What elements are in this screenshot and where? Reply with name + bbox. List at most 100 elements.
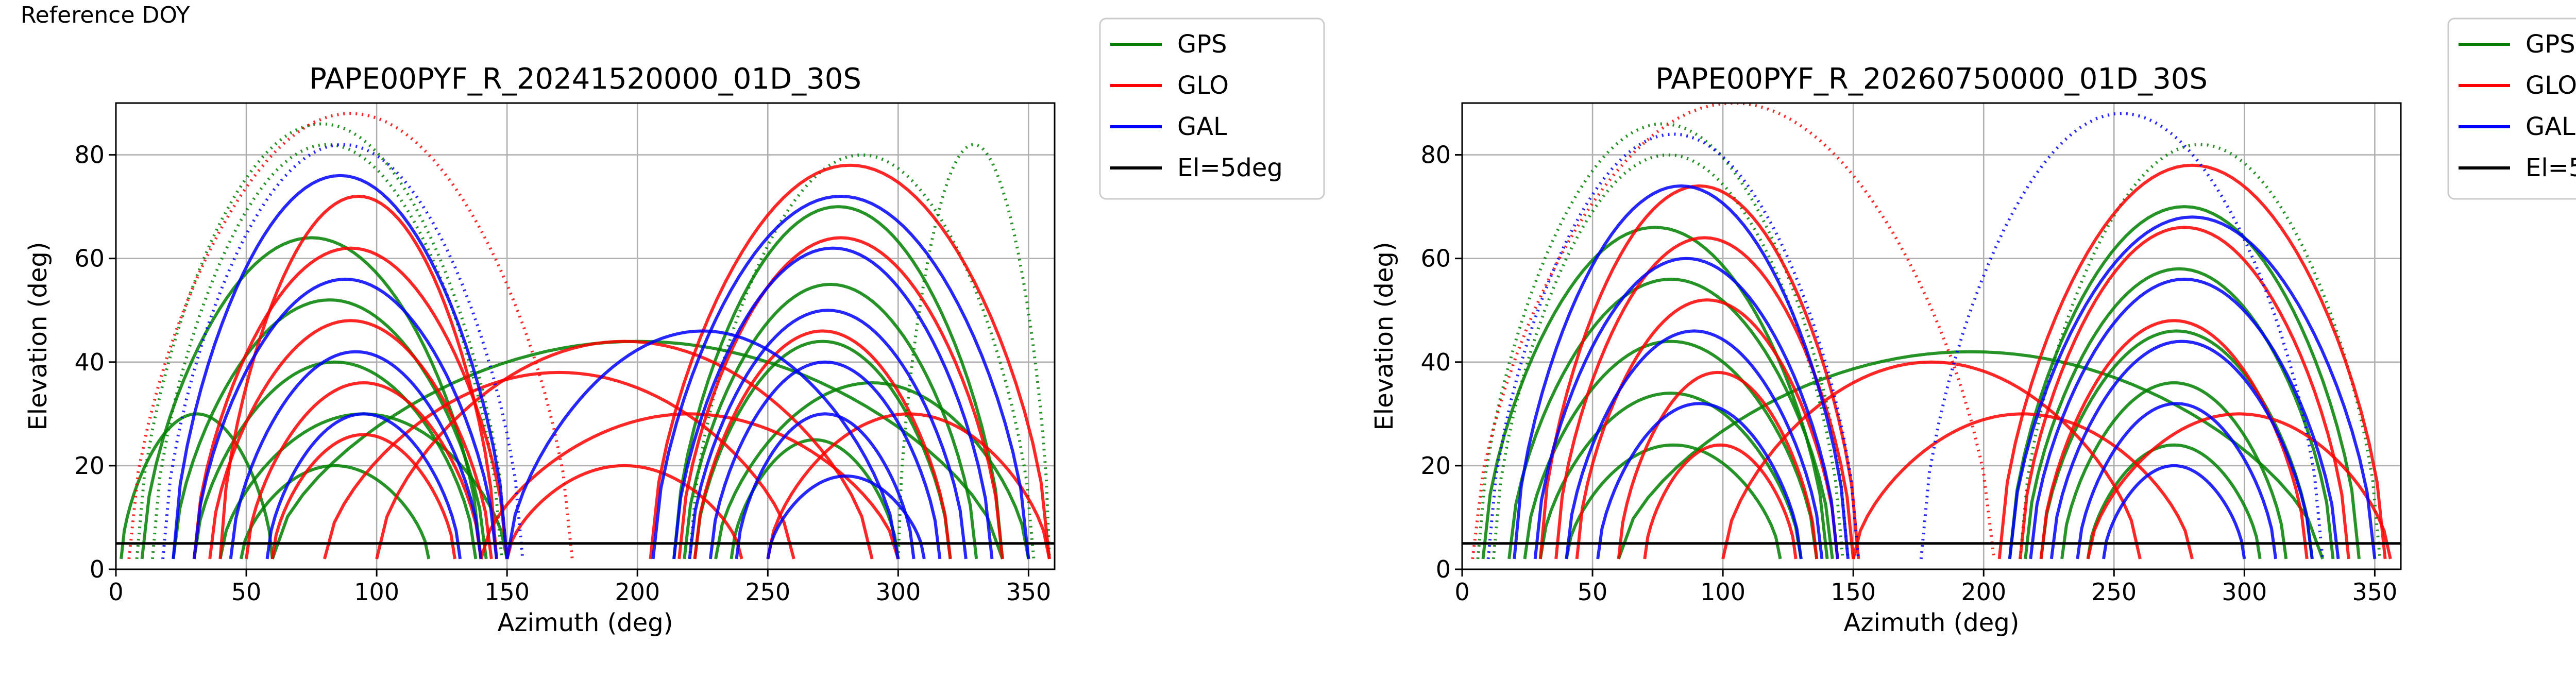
arc-gal-4 — [1565, 329, 1824, 560]
figure-caption: Reference DOY — [21, 2, 190, 28]
arc-gal-5 — [265, 412, 462, 560]
arc-glo-2 — [1538, 184, 1860, 560]
x-axis-label: Azimuth (deg) — [498, 608, 673, 637]
x-tick-label: 50 — [1578, 578, 1608, 606]
series-gal — [161, 143, 1030, 560]
arc-gal-5 — [1596, 402, 1803, 560]
arc-glo-12 — [2086, 412, 2392, 560]
x-axis-label: Azimuth (deg) — [1844, 608, 2020, 637]
arc-gps-11 — [683, 282, 978, 560]
arc-glo-7 — [1721, 360, 2142, 560]
x-tick-label: 150 — [484, 578, 530, 606]
arc-glo-5 — [1617, 370, 1819, 560]
x-tick-label: 100 — [1700, 578, 1745, 606]
y-tick-label: 60 — [74, 245, 105, 273]
arc-glo-11 — [677, 236, 1004, 560]
x-tick-label: 0 — [108, 578, 123, 606]
y-tick-label: 60 — [1420, 245, 1451, 273]
arc-gal-10 — [708, 360, 942, 560]
legend-label-glo: GLO — [2526, 71, 2576, 100]
y-axis-label: Elevation (deg) — [24, 242, 53, 430]
arc-glo-3 — [1554, 236, 1855, 560]
legend-label-el5deg: El=5deg — [1177, 154, 1283, 182]
legend-box — [1099, 18, 1325, 200]
arc-glo-6 — [270, 433, 456, 560]
chart-title: PAPE00PYF_R_20241520000_01D_30S — [309, 62, 861, 96]
y-tick-label: 40 — [1420, 348, 1451, 376]
x-tick-label: 200 — [615, 578, 660, 606]
legend: GPS GLO GAL El=5deg — [2447, 18, 2576, 200]
arc-glo-13 — [766, 412, 1051, 560]
chart-panel-2: 0 50 100 150 200 250 300 350 0 20 40 60 80 PAPE00PYF_… — [1370, 18, 2576, 637]
chart-title: PAPE00PYF_R_20260750000_01D_30S — [1655, 62, 2208, 96]
x-tick-label: 350 — [1006, 578, 1051, 606]
arc-glo-1 — [127, 112, 574, 560]
arc-gal-8 — [672, 246, 994, 560]
arc-gps-9 — [688, 153, 1036, 560]
arc-glo-12 — [693, 329, 952, 560]
y-tick-label: 0 — [1436, 555, 1451, 583]
x-tick-label: 250 — [745, 578, 790, 606]
y-tick-label: 40 — [74, 348, 105, 376]
arc-glo-9 — [505, 464, 743, 560]
arc-gal-11 — [2102, 464, 2246, 560]
arc-gal-10 — [2076, 402, 2278, 560]
chart-panel-1: 0 50 100 150 200 250 300 350 0 20 40 60 80 PAPE00PYF_… — [24, 18, 1325, 637]
arc-gal-2 — [172, 174, 509, 560]
x-tick-label: 150 — [1831, 578, 1876, 606]
arc-glo-8 — [479, 412, 900, 560]
arc-gal-9 — [2049, 340, 2314, 560]
arc-gal-12 — [766, 474, 926, 560]
y-tick-label: 80 — [1420, 141, 1451, 169]
arc-glo-6 — [1643, 443, 1798, 560]
plot-area — [1462, 103, 2401, 560]
x-tick-label: 100 — [354, 578, 399, 606]
arc-glo-5 — [245, 381, 483, 560]
arc-glo-2 — [218, 194, 498, 560]
arc-glo-3 — [192, 246, 509, 560]
legend-label-gps: GPS — [1177, 30, 1227, 59]
arc-gps-4 — [1507, 277, 1834, 560]
x-tick-label: 50 — [231, 578, 262, 606]
arc-gps-5 — [1523, 340, 1819, 560]
series-gps — [120, 122, 1051, 560]
arc-glo-9 — [1997, 163, 2387, 560]
arc-gps-9 — [2008, 205, 2361, 560]
axes-frame — [1461, 102, 2402, 570]
x-tick-label: 250 — [2091, 578, 2137, 606]
arc-gps-1 — [135, 122, 509, 560]
legend-box — [2447, 18, 2576, 200]
arc-gps-4 — [172, 298, 488, 560]
arc-gal-3 — [192, 277, 498, 560]
y-tick-label: 20 — [1420, 452, 1451, 480]
arc-gps-12 — [2060, 381, 2288, 560]
arc-gal-8 — [2029, 277, 2340, 560]
x-tick-label: 300 — [875, 578, 921, 606]
legend-label-gal: GAL — [1177, 112, 1227, 141]
x-tick-label: 300 — [2222, 578, 2267, 606]
arc-gal-4 — [229, 350, 483, 560]
arc-glo-10 — [649, 163, 1051, 560]
arc-gal-7 — [2008, 215, 2377, 560]
arc-gal-3 — [1533, 257, 1839, 560]
arc-gps-3 — [140, 236, 483, 560]
arc-gps-8 — [120, 412, 274, 560]
arc-gal-7 — [651, 194, 1030, 560]
arc-gps-13 — [2086, 443, 2262, 560]
arc-gps-7 — [1565, 443, 1782, 560]
x-tick-label: 200 — [1961, 578, 2006, 606]
arc-gps-6 — [1538, 392, 1803, 560]
arc-gal-2 — [1513, 184, 1850, 560]
arc-gal-1 — [1486, 132, 1860, 560]
arc-gps-13 — [714, 381, 1030, 560]
arc-gps-10 — [672, 205, 1004, 560]
series-gal — [1486, 112, 2377, 560]
arc-gal-6 — [505, 329, 900, 560]
arc-glo-11 — [2039, 319, 2309, 560]
y-tick-label: 80 — [74, 141, 105, 169]
arc-gps-14 — [1617, 350, 2325, 560]
legend-label-gps: GPS — [2526, 30, 2575, 59]
y-tick-label: 0 — [90, 555, 105, 583]
arc-gal-9 — [688, 309, 968, 560]
arc-gal-11 — [735, 412, 916, 560]
